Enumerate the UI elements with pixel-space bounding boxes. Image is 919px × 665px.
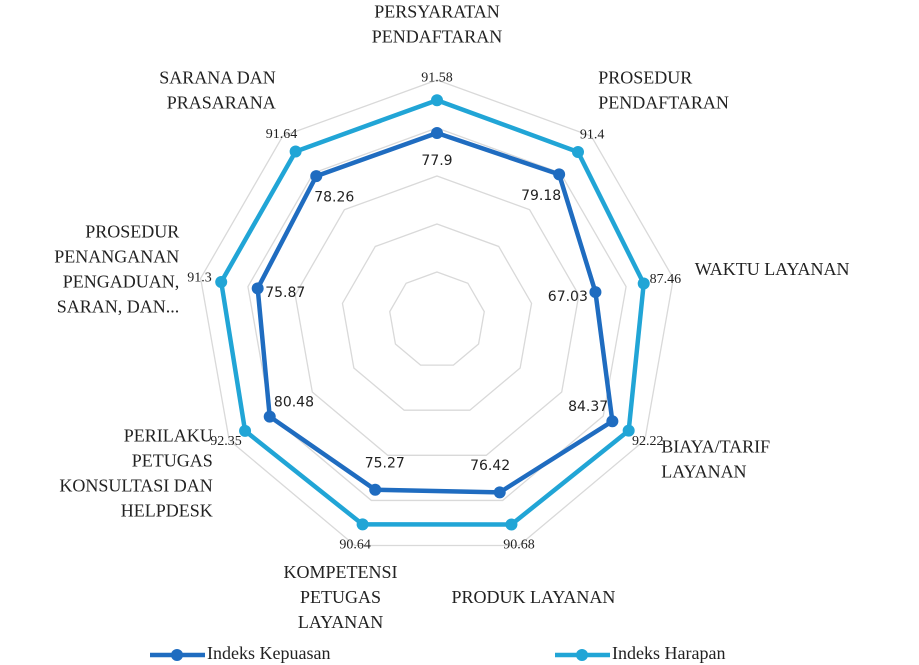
category-label-line: SARAN, DAN... <box>57 297 180 317</box>
marker <box>637 277 650 290</box>
category-label-line: PENDAFTARAN <box>598 93 729 113</box>
category-label-line: PENANGANAN <box>54 247 179 267</box>
value-label: 76.42 <box>470 458 510 474</box>
category-label-line: PENGADUAN, <box>63 272 180 292</box>
legend-marker <box>171 649 183 661</box>
category-label: PROSEDUR PENANGANAN PENGADUAN, SARAN, DAN..… <box>54 222 179 317</box>
category-label-line: KONSULTASI DAN <box>59 476 212 496</box>
grid-ring <box>341 223 533 411</box>
category-label-line: PROSEDUR <box>598 68 692 88</box>
marker <box>589 286 602 299</box>
marker <box>493 486 506 499</box>
legend-marker <box>576 649 588 661</box>
category-label-line: LAYANAN <box>661 462 746 482</box>
category-label: PERILAKU PETUGAS KONSULTASI DAN HELPDESK <box>59 426 212 521</box>
category-label: SARANA DAN PRASARANA <box>159 68 276 113</box>
legend-label: Indeks Harapan <box>612 643 725 663</box>
value-label: 92.35 <box>210 434 242 449</box>
category-label-line: PRODUK LAYANAN <box>452 587 616 607</box>
marker <box>572 145 585 158</box>
value-label: 91.4 <box>580 127 605 142</box>
grid-ring <box>294 175 580 456</box>
value-label: 75.27 <box>365 455 405 471</box>
value-label: 67.03 <box>548 289 588 305</box>
value-label: 91.64 <box>266 127 298 142</box>
value-label: 87.46 <box>650 272 682 287</box>
value-label: 78.26 <box>314 190 354 206</box>
legend-label: Indeks Kepuasan <box>207 643 330 663</box>
value-label: 91.3 <box>187 270 212 285</box>
value-label: 84.37 <box>568 399 608 415</box>
marker <box>310 170 323 183</box>
value-label: 90.64 <box>339 537 371 552</box>
category-label-line: HELPDESK <box>121 501 213 521</box>
series-line <box>218 97 646 527</box>
marker <box>505 518 518 531</box>
category-label: KOMPETENSI PETUGAS LAYANAN <box>284 562 398 632</box>
category-label-line: SARANA DAN <box>159 68 276 88</box>
category-label: BIAYA/TARIF LAYANAN <box>661 437 770 482</box>
category-label: PERSYARATAN PENDAFTARAN <box>372 2 503 47</box>
marker <box>356 518 369 531</box>
category-label-line: LAYANAN <box>298 612 383 632</box>
value-label: 80.48 <box>274 395 314 411</box>
marker <box>289 145 302 158</box>
category-label-line: WAKTU LAYANAN <box>695 259 850 279</box>
category-label-line: PETUGAS <box>132 451 213 471</box>
category-label: PRODUK LAYANAN <box>452 587 616 607</box>
category-label-line: BIAYA/TARIF <box>661 437 770 457</box>
category-label-line: PERILAKU <box>124 426 213 446</box>
category-label-line: PROSEDUR <box>85 222 179 242</box>
marker <box>622 424 635 437</box>
marker <box>263 410 276 423</box>
marker <box>431 94 443 107</box>
value-label: 75.87 <box>265 285 305 301</box>
category-label-line: PERSYARATAN <box>374 2 500 22</box>
marker <box>239 424 252 437</box>
series-line <box>255 130 615 495</box>
value-label: 77.9 <box>421 153 452 169</box>
grid-ring <box>389 271 485 366</box>
category-label-line: PENDAFTARAN <box>372 27 503 47</box>
marker <box>553 168 566 181</box>
category-label-line: PRASARANA <box>167 93 276 113</box>
grid-ring <box>199 79 675 547</box>
category-label-line: KOMPETENSI <box>284 562 398 582</box>
grid-ring <box>247 127 627 502</box>
category-label: PROSEDUR PENDAFTARAN <box>598 68 729 113</box>
category-label: WAKTU LAYANAN <box>695 259 850 279</box>
value-label: 90.68 <box>503 537 535 552</box>
marker <box>606 415 619 428</box>
value-label: 91.58 <box>421 70 453 85</box>
marker <box>251 282 264 295</box>
value-label: 79.18 <box>521 188 561 204</box>
value-label: 92.22 <box>632 434 664 449</box>
marker <box>431 127 443 140</box>
marker <box>215 275 228 288</box>
category-label-line: PETUGAS <box>300 587 381 607</box>
marker <box>369 483 382 496</box>
